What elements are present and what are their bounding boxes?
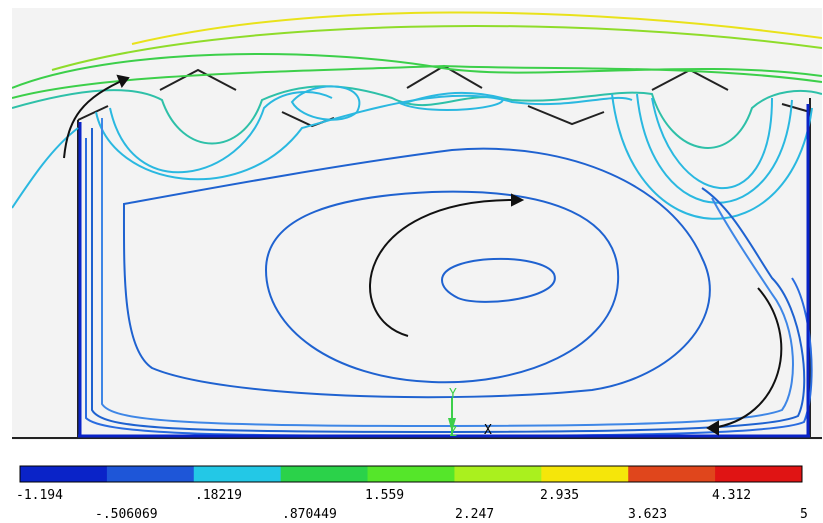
streamline-cyan-5	[611, 93, 813, 220]
legend-swatch-1	[20, 466, 108, 482]
streamline-green-1	[51, 25, 822, 71]
legend-label-top-4: 2.935	[540, 488, 579, 503]
vortex-arrow	[369, 198, 519, 337]
vortex-core	[440, 257, 556, 303]
roof-chevron-1	[159, 68, 237, 91]
streamline-cyan-1	[12, 127, 79, 209]
enclosure-walls	[12, 98, 822, 439]
y-axis-label: Y	[449, 387, 457, 402]
left-wall-top	[77, 105, 109, 121]
streamline-cyan-7	[399, 91, 504, 111]
inlet-arrow	[63, 77, 129, 159]
legend-bar-frame	[19, 465, 803, 483]
legend-label-bottom-4: 3.623	[628, 507, 667, 522]
legend-label-top-5: 4.312	[712, 488, 751, 503]
legend-label-bottom-3: 2.247	[455, 507, 494, 522]
legend-swatch-3	[193, 466, 282, 482]
axis-triad: Y Z X	[448, 387, 492, 440]
streamline-green-3	[12, 64, 822, 99]
legend-swatch-7	[541, 466, 629, 482]
color-legend: -1.194 .18219 1.559 2.935 4.312 -.506069…	[0, 440, 823, 523]
legend-label-bottom-1: -.506069	[95, 507, 158, 522]
vortex-ring-1	[264, 190, 620, 384]
right-wall-top	[781, 103, 811, 113]
legend-label-top-1: -1.194	[16, 488, 63, 503]
streamline-green-2	[12, 53, 822, 89]
streamline-cyan-2	[109, 91, 333, 174]
vortex-ring-3	[91, 128, 806, 434]
legend-swatch-9	[715, 466, 803, 482]
recirculation-streamlines	[78, 104, 813, 438]
vortex-arrow-head	[511, 193, 525, 207]
legend-swatch-4	[280, 466, 369, 482]
streamline-cyan-8	[95, 94, 633, 181]
legend-label-top-3: 1.559	[365, 488, 404, 503]
roof-chevron-4	[527, 105, 605, 126]
legend-swatch-5	[367, 466, 455, 482]
outlet-arrow-head	[706, 420, 719, 436]
outlet-arrow	[711, 287, 783, 429]
legend-swatch-2	[106, 466, 195, 482]
vortex-ring-5	[101, 118, 794, 428]
legend-label-bottom-2: .870449	[282, 507, 337, 522]
z-axis-marker	[448, 418, 456, 432]
flow-arrows	[63, 74, 783, 436]
x-axis-label: X	[484, 423, 492, 438]
vortex-ring-2	[122, 147, 711, 399]
external-streamlines	[12, 11, 822, 220]
legend-color-bar	[19, 465, 803, 483]
streamline-plot: Y Z X	[12, 8, 822, 442]
streamline-yellow	[131, 11, 822, 45]
legend-swatch-8	[628, 466, 716, 482]
streamline-cyan-3	[651, 97, 773, 190]
streamline-cyan-4	[636, 93, 793, 204]
legend-swatch-6	[454, 466, 542, 482]
legend-labels: -1.194 .18219 1.559 2.935 4.312 -.506069…	[16, 488, 808, 522]
legend-label-bottom-5: 5	[800, 507, 808, 522]
streamline-teal-1	[12, 85, 822, 149]
inlet-arrow-head	[116, 74, 130, 89]
z-axis-label: Z	[449, 425, 457, 440]
legend-label-top-2: .18219	[195, 488, 242, 503]
